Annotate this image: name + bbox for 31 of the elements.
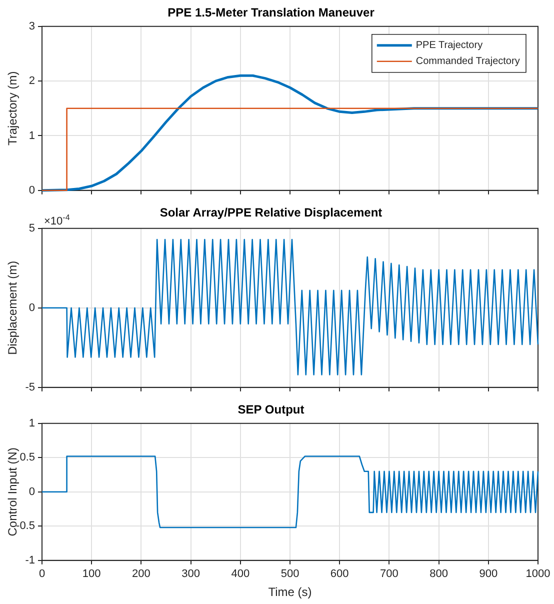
y-tick-label: 5 <box>28 222 35 234</box>
y-tick-label: 0.5 <box>20 452 35 464</box>
legend-label: PPE Trajectory <box>416 40 483 52</box>
x-tick-label: 200 <box>132 568 150 580</box>
x-tick-label: 400 <box>231 568 250 580</box>
x-tick-label: 600 <box>330 568 349 580</box>
y-tick-label: -0.5 <box>16 520 35 532</box>
chart-title: SEP Output <box>238 402 304 417</box>
y-tick-label: 0 <box>28 486 35 498</box>
x-tick-label: 100 <box>82 568 101 580</box>
y-axis-title: Displacement (m) <box>6 260 20 355</box>
y-tick-label: -5 <box>25 381 35 394</box>
x-tick-label: 500 <box>280 568 300 580</box>
x-axis-title: Time (s) <box>268 585 312 600</box>
x-tick-label: 900 <box>479 568 498 580</box>
x-tick-label: 0 <box>38 568 46 580</box>
y-tick-label: 3 <box>28 20 35 32</box>
y-tick-label: 2 <box>28 75 35 88</box>
chart-title: Solar Array/PPE Relative Displacement <box>160 206 382 220</box>
y-tick-label: 0 <box>28 302 35 314</box>
x-tick-label: 800 <box>430 568 448 580</box>
x-tick-label: 700 <box>380 568 398 580</box>
y-tick-label: -1 <box>25 554 35 566</box>
y-axis-title: Trajectory (m) <box>6 71 20 146</box>
y-tick-label: 1 <box>28 417 35 430</box>
x-tick-label: 300 <box>182 568 200 580</box>
chart-title: PPE 1.5-Meter Translation Maneuver <box>168 6 375 20</box>
y-tick-label: 1 <box>28 130 35 142</box>
x-tick-label: 1000 <box>526 568 550 580</box>
legend-label: Commanded Trajectory <box>416 56 520 68</box>
y-tick-label: 0 <box>28 184 35 196</box>
